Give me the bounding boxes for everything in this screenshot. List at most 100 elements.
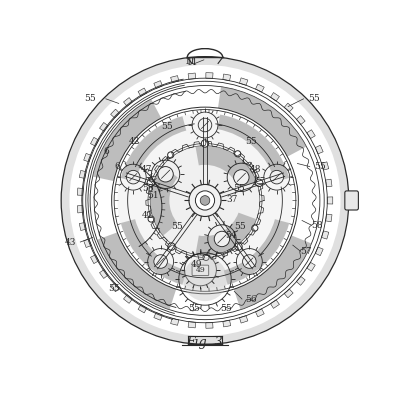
Polygon shape	[206, 322, 213, 328]
Wedge shape	[218, 115, 289, 182]
Circle shape	[168, 243, 175, 250]
Polygon shape	[256, 84, 264, 92]
Polygon shape	[307, 262, 315, 271]
Polygon shape	[77, 188, 83, 195]
Polygon shape	[327, 197, 333, 204]
Wedge shape	[234, 236, 312, 310]
Text: 51: 51	[147, 191, 159, 200]
Text: 55: 55	[245, 138, 257, 146]
Polygon shape	[188, 322, 196, 328]
Polygon shape	[124, 295, 132, 303]
Polygon shape	[284, 289, 293, 298]
Wedge shape	[93, 99, 161, 181]
Wedge shape	[62, 57, 348, 344]
Text: 56: 56	[245, 294, 257, 304]
Text: 55: 55	[142, 184, 154, 193]
Text: 42: 42	[129, 138, 140, 146]
Text: 55: 55	[108, 284, 120, 293]
Wedge shape	[121, 219, 186, 285]
Polygon shape	[77, 206, 83, 213]
Wedge shape	[121, 116, 186, 182]
Polygon shape	[270, 300, 280, 308]
Text: 11: 11	[185, 57, 196, 66]
Polygon shape	[307, 130, 315, 138]
Text: 11: 11	[186, 58, 198, 67]
Polygon shape	[223, 320, 231, 327]
Text: 58: 58	[311, 221, 323, 230]
Circle shape	[203, 254, 209, 260]
Polygon shape	[79, 170, 86, 178]
Polygon shape	[124, 98, 132, 106]
Polygon shape	[284, 103, 293, 112]
Text: 43: 43	[65, 238, 76, 246]
Polygon shape	[206, 73, 213, 78]
Polygon shape	[154, 312, 162, 320]
Text: 49: 49	[196, 266, 205, 274]
Polygon shape	[188, 73, 196, 79]
Circle shape	[201, 140, 209, 147]
Polygon shape	[90, 255, 99, 264]
Polygon shape	[79, 222, 86, 230]
Wedge shape	[150, 165, 178, 236]
Text: 55: 55	[314, 162, 326, 171]
Polygon shape	[322, 231, 329, 239]
Text: 49: 49	[191, 260, 203, 269]
Polygon shape	[315, 145, 323, 154]
Polygon shape	[326, 179, 332, 187]
Circle shape	[242, 255, 256, 268]
Circle shape	[270, 170, 284, 184]
Wedge shape	[196, 213, 256, 255]
Text: 37: 37	[226, 195, 238, 204]
Polygon shape	[84, 239, 91, 248]
Polygon shape	[296, 276, 305, 285]
Circle shape	[195, 191, 215, 210]
Polygon shape	[100, 122, 108, 131]
Wedge shape	[224, 219, 289, 285]
Circle shape	[234, 170, 249, 185]
Circle shape	[252, 225, 258, 231]
Polygon shape	[171, 76, 179, 83]
Polygon shape	[322, 162, 329, 170]
Circle shape	[235, 243, 242, 250]
Circle shape	[150, 146, 260, 255]
Polygon shape	[171, 318, 179, 325]
Circle shape	[126, 170, 140, 184]
Polygon shape	[111, 109, 120, 118]
Polygon shape	[111, 283, 120, 292]
Text: 55: 55	[171, 222, 183, 231]
Circle shape	[147, 179, 154, 186]
Circle shape	[256, 179, 263, 186]
Polygon shape	[84, 154, 91, 162]
Circle shape	[214, 231, 230, 247]
Circle shape	[158, 166, 173, 182]
Polygon shape	[326, 214, 332, 222]
Circle shape	[168, 152, 174, 158]
Wedge shape	[97, 232, 176, 310]
Polygon shape	[90, 137, 99, 146]
Text: 55: 55	[161, 122, 173, 131]
Text: 6: 6	[104, 147, 110, 156]
Text: Fig. 3: Fig. 3	[187, 336, 223, 349]
Text: 55: 55	[84, 94, 96, 103]
Text: 55: 55	[308, 94, 320, 103]
Polygon shape	[270, 92, 280, 101]
Wedge shape	[196, 146, 256, 188]
Polygon shape	[240, 78, 248, 85]
Text: 48: 48	[250, 165, 261, 174]
Circle shape	[198, 118, 212, 132]
Circle shape	[183, 257, 227, 301]
Circle shape	[200, 196, 210, 205]
FancyBboxPatch shape	[345, 191, 358, 210]
Text: 6: 6	[114, 162, 120, 171]
Text: 55: 55	[234, 222, 246, 231]
Polygon shape	[100, 270, 108, 278]
Polygon shape	[240, 316, 248, 323]
Circle shape	[118, 113, 292, 288]
Polygon shape	[138, 88, 147, 96]
Text: 54: 54	[225, 231, 237, 240]
Polygon shape	[296, 116, 305, 124]
Polygon shape	[138, 305, 147, 313]
Circle shape	[235, 151, 241, 157]
Polygon shape	[256, 309, 264, 317]
Text: 55: 55	[188, 304, 200, 313]
